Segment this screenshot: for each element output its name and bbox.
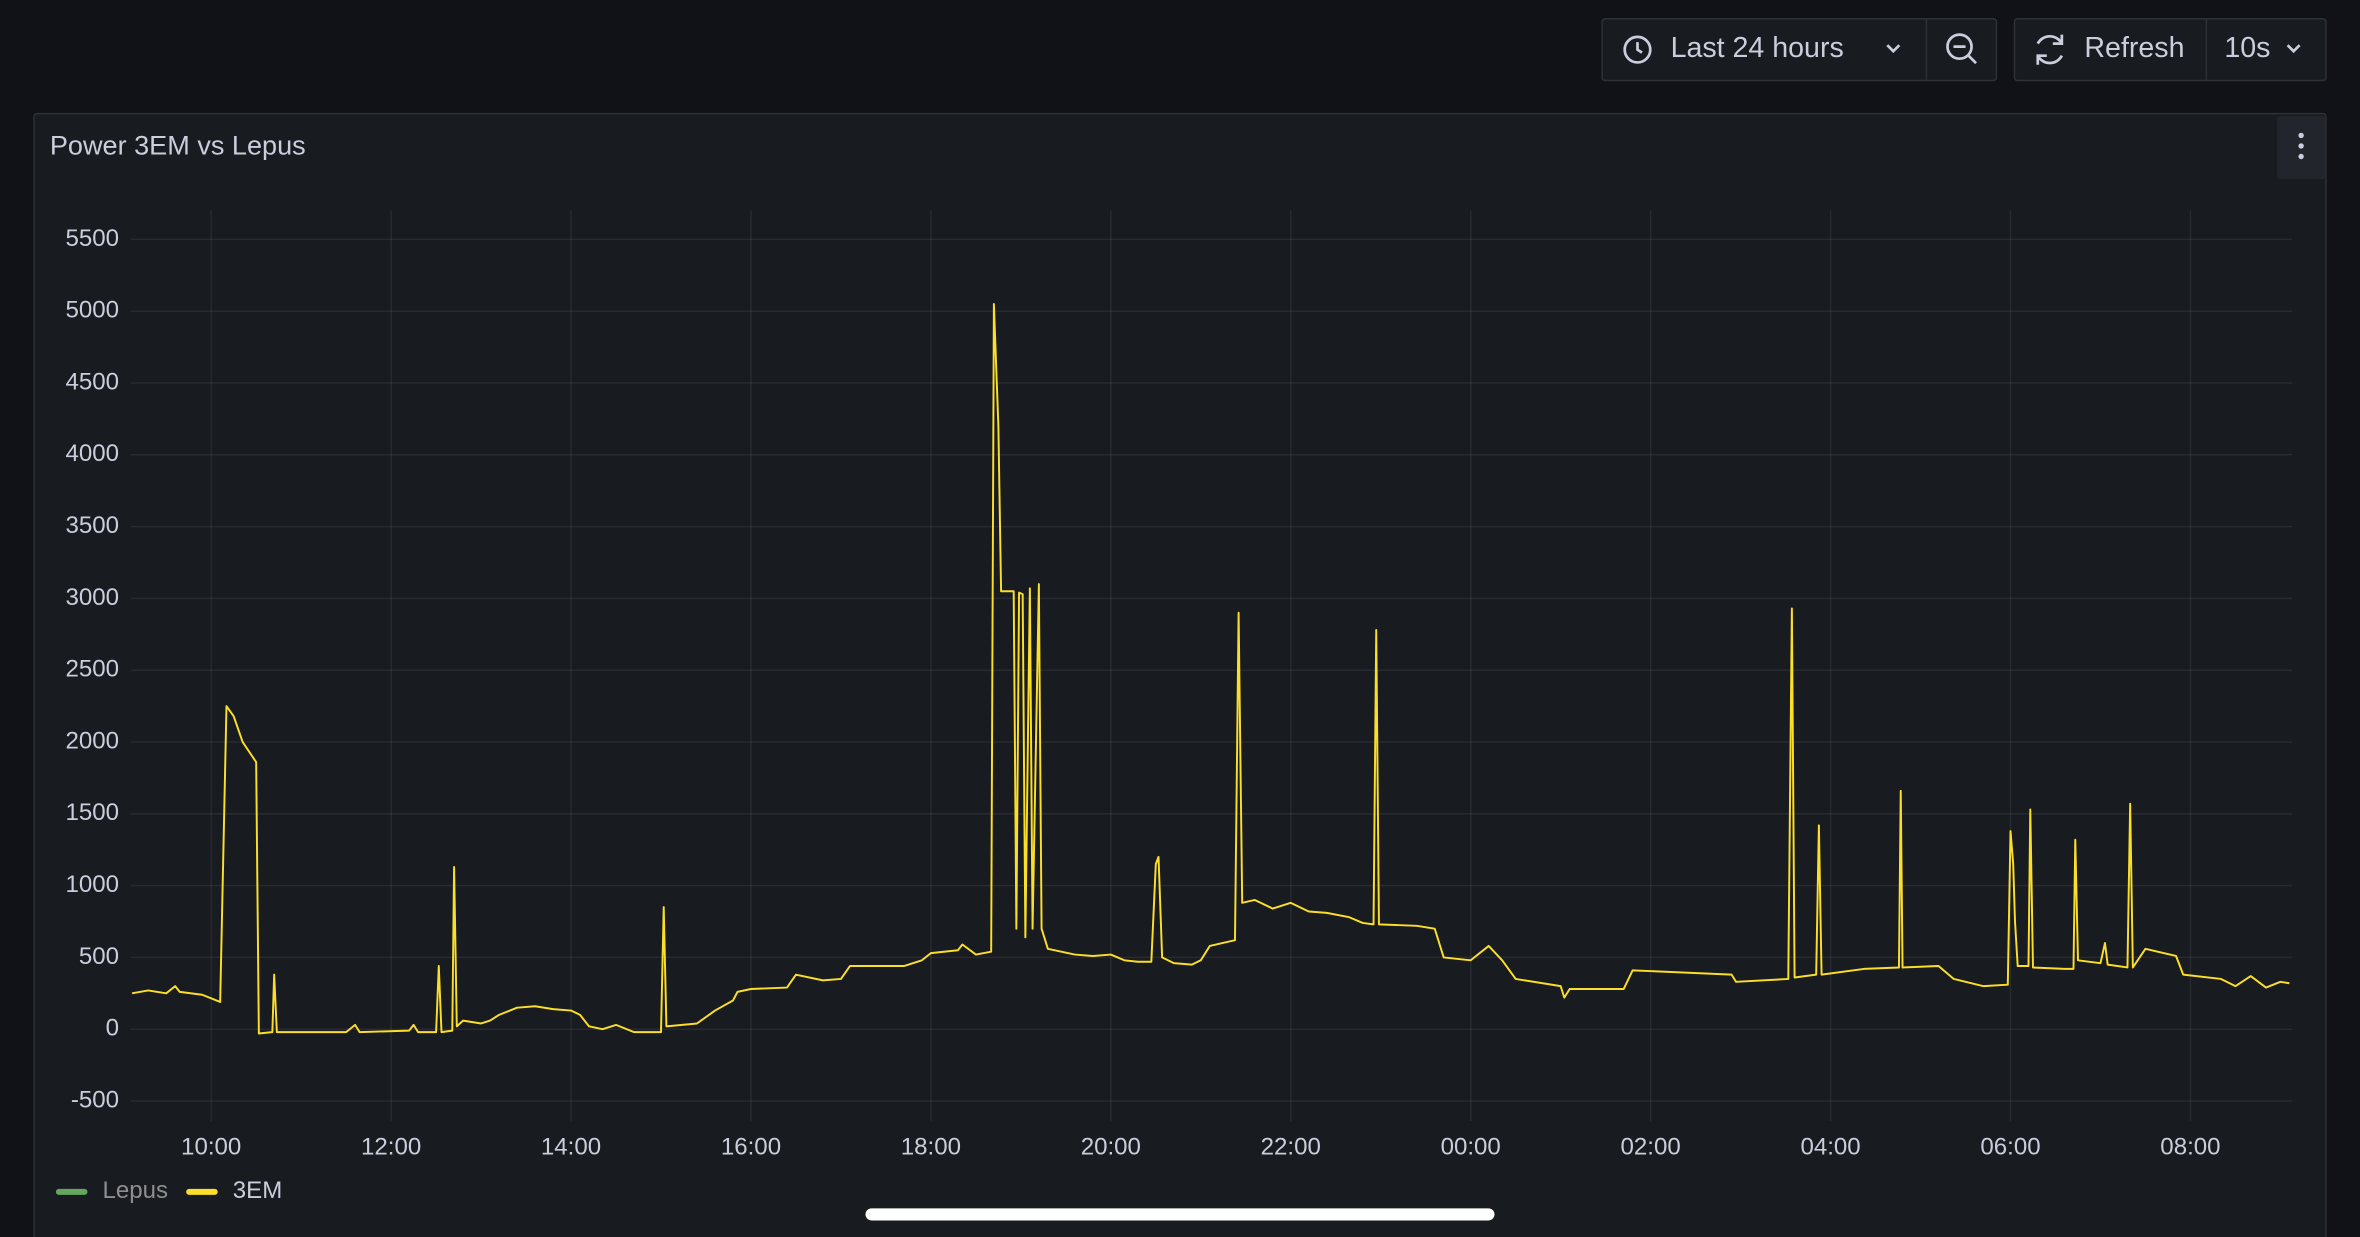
time-picker-box[interactable] bbox=[1601, 18, 1998, 82]
x-tick-label: 00:00 bbox=[1441, 1134, 1501, 1161]
y-tick-label: 3000 bbox=[66, 584, 120, 611]
y-tick-label: 0 bbox=[106, 1015, 119, 1042]
y-tick-label: 4000 bbox=[66, 440, 120, 467]
zoom-handle bbox=[1953, 45, 1978, 65]
x-tick-label: 04:00 bbox=[1800, 1134, 1860, 1161]
panel-title: Power 3EM vs Lepus bbox=[50, 130, 306, 161]
menu-dots bbox=[2298, 132, 2304, 160]
zoom-out-icon[interactable] bbox=[1946, 33, 1973, 61]
legend-entry[interactable]: 3EM bbox=[233, 1177, 282, 1204]
x-tick-label: 06:00 bbox=[1980, 1134, 2040, 1161]
x-tick-label: 20:00 bbox=[1081, 1134, 1141, 1161]
y-tick-label: -500 bbox=[71, 1086, 119, 1113]
chevron bbox=[2286, 44, 2301, 54]
y-tick-label: 4500 bbox=[66, 368, 120, 395]
refresh-box[interactable] bbox=[2013, 18, 2327, 82]
refresh-picker[interactable]: Refresh 10s bbox=[2013, 18, 2327, 82]
x-tick-label: 18:00 bbox=[901, 1134, 961, 1161]
x-tick-label: 22:00 bbox=[1261, 1134, 1321, 1161]
clock-icon bbox=[1623, 35, 1652, 64]
y-tick-label: 3500 bbox=[66, 512, 120, 539]
x-tick-label: 08:00 bbox=[2160, 1134, 2220, 1161]
home-indicator bbox=[865, 1208, 1495, 1221]
x-tick-label: 16:00 bbox=[721, 1134, 781, 1161]
clock-hand bbox=[1636, 42, 1643, 54]
y-tick-label: 1000 bbox=[66, 871, 120, 898]
panel bbox=[33, 112, 2327, 1237]
y-tick-label: 500 bbox=[79, 943, 119, 970]
legend-entry[interactable]: Lepus bbox=[103, 1177, 169, 1204]
refresh-interval[interactable]: 10s bbox=[2224, 32, 2270, 64]
y-tick-label: 2000 bbox=[66, 727, 120, 754]
time-range[interactable]: Last 24 hours bbox=[1671, 32, 1844, 64]
series-line bbox=[131, 303, 2290, 1035]
chevron bbox=[1886, 44, 1901, 54]
x-tick-label: 14:00 bbox=[541, 1134, 601, 1161]
x-tick-label: 10:00 bbox=[181, 1134, 241, 1161]
x-tick-label: 12:00 bbox=[361, 1134, 421, 1161]
plot: -500 0 500 1000 1500 2000 2500 3000 3500 4000 4500… bbox=[55, 210, 2293, 1204]
refresh-icon bbox=[2036, 34, 2064, 65]
x-tick-label: 02:00 bbox=[1621, 1134, 1681, 1161]
y-tick-label: 1500 bbox=[66, 799, 120, 826]
y-tick-label: 5500 bbox=[66, 225, 120, 252]
refresh-button[interactable]: Refresh bbox=[2084, 32, 2184, 64]
y-tick-label: 2500 bbox=[66, 656, 120, 683]
time-picker[interactable]: Last 24 hours bbox=[1601, 18, 1998, 82]
y-tick-label: 5000 bbox=[66, 297, 120, 324]
